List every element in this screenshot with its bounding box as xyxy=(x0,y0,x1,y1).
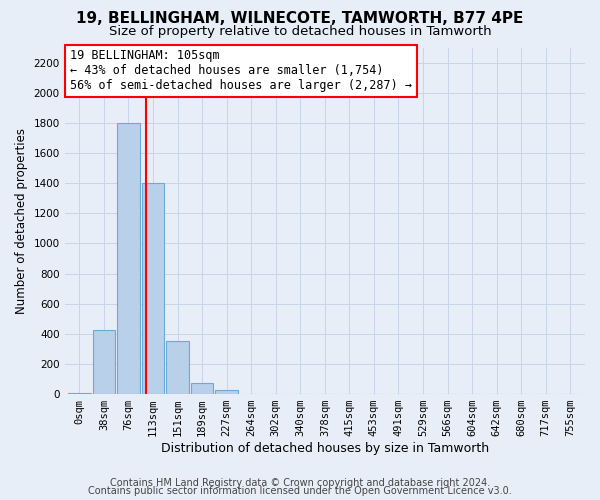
Bar xyxy=(92,330,115,394)
X-axis label: Distribution of detached houses by size in Tamworth: Distribution of detached houses by size … xyxy=(161,442,489,455)
Bar xyxy=(191,383,214,394)
Text: 19, BELLINGHAM, WILNECOTE, TAMWORTH, B77 4PE: 19, BELLINGHAM, WILNECOTE, TAMWORTH, B77… xyxy=(76,11,524,26)
Text: Contains public sector information licensed under the Open Government Licence v3: Contains public sector information licen… xyxy=(88,486,512,496)
Y-axis label: Number of detached properties: Number of detached properties xyxy=(15,128,28,314)
Text: Contains HM Land Registry data © Crown copyright and database right 2024.: Contains HM Land Registry data © Crown c… xyxy=(110,478,490,488)
Bar xyxy=(117,123,140,394)
Bar xyxy=(166,342,189,394)
Bar xyxy=(142,183,164,394)
Bar xyxy=(68,392,91,394)
Text: 19 BELLINGHAM: 105sqm
← 43% of detached houses are smaller (1,754)
56% of semi-d: 19 BELLINGHAM: 105sqm ← 43% of detached … xyxy=(70,49,412,92)
Text: Size of property relative to detached houses in Tamworth: Size of property relative to detached ho… xyxy=(109,25,491,38)
Bar xyxy=(215,390,238,394)
